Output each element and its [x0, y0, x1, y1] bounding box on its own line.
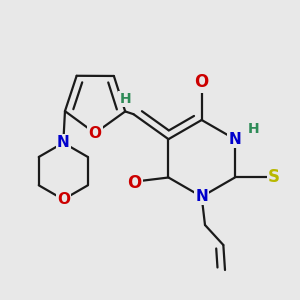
Text: H: H: [119, 92, 131, 106]
Text: N: N: [229, 132, 241, 147]
Text: S: S: [268, 169, 280, 187]
Text: O: O: [88, 126, 101, 141]
Text: O: O: [194, 73, 209, 91]
Text: N: N: [195, 189, 208, 204]
Text: O: O: [57, 192, 70, 207]
Text: O: O: [127, 175, 142, 193]
Text: H: H: [248, 122, 259, 136]
Text: N: N: [57, 135, 70, 150]
